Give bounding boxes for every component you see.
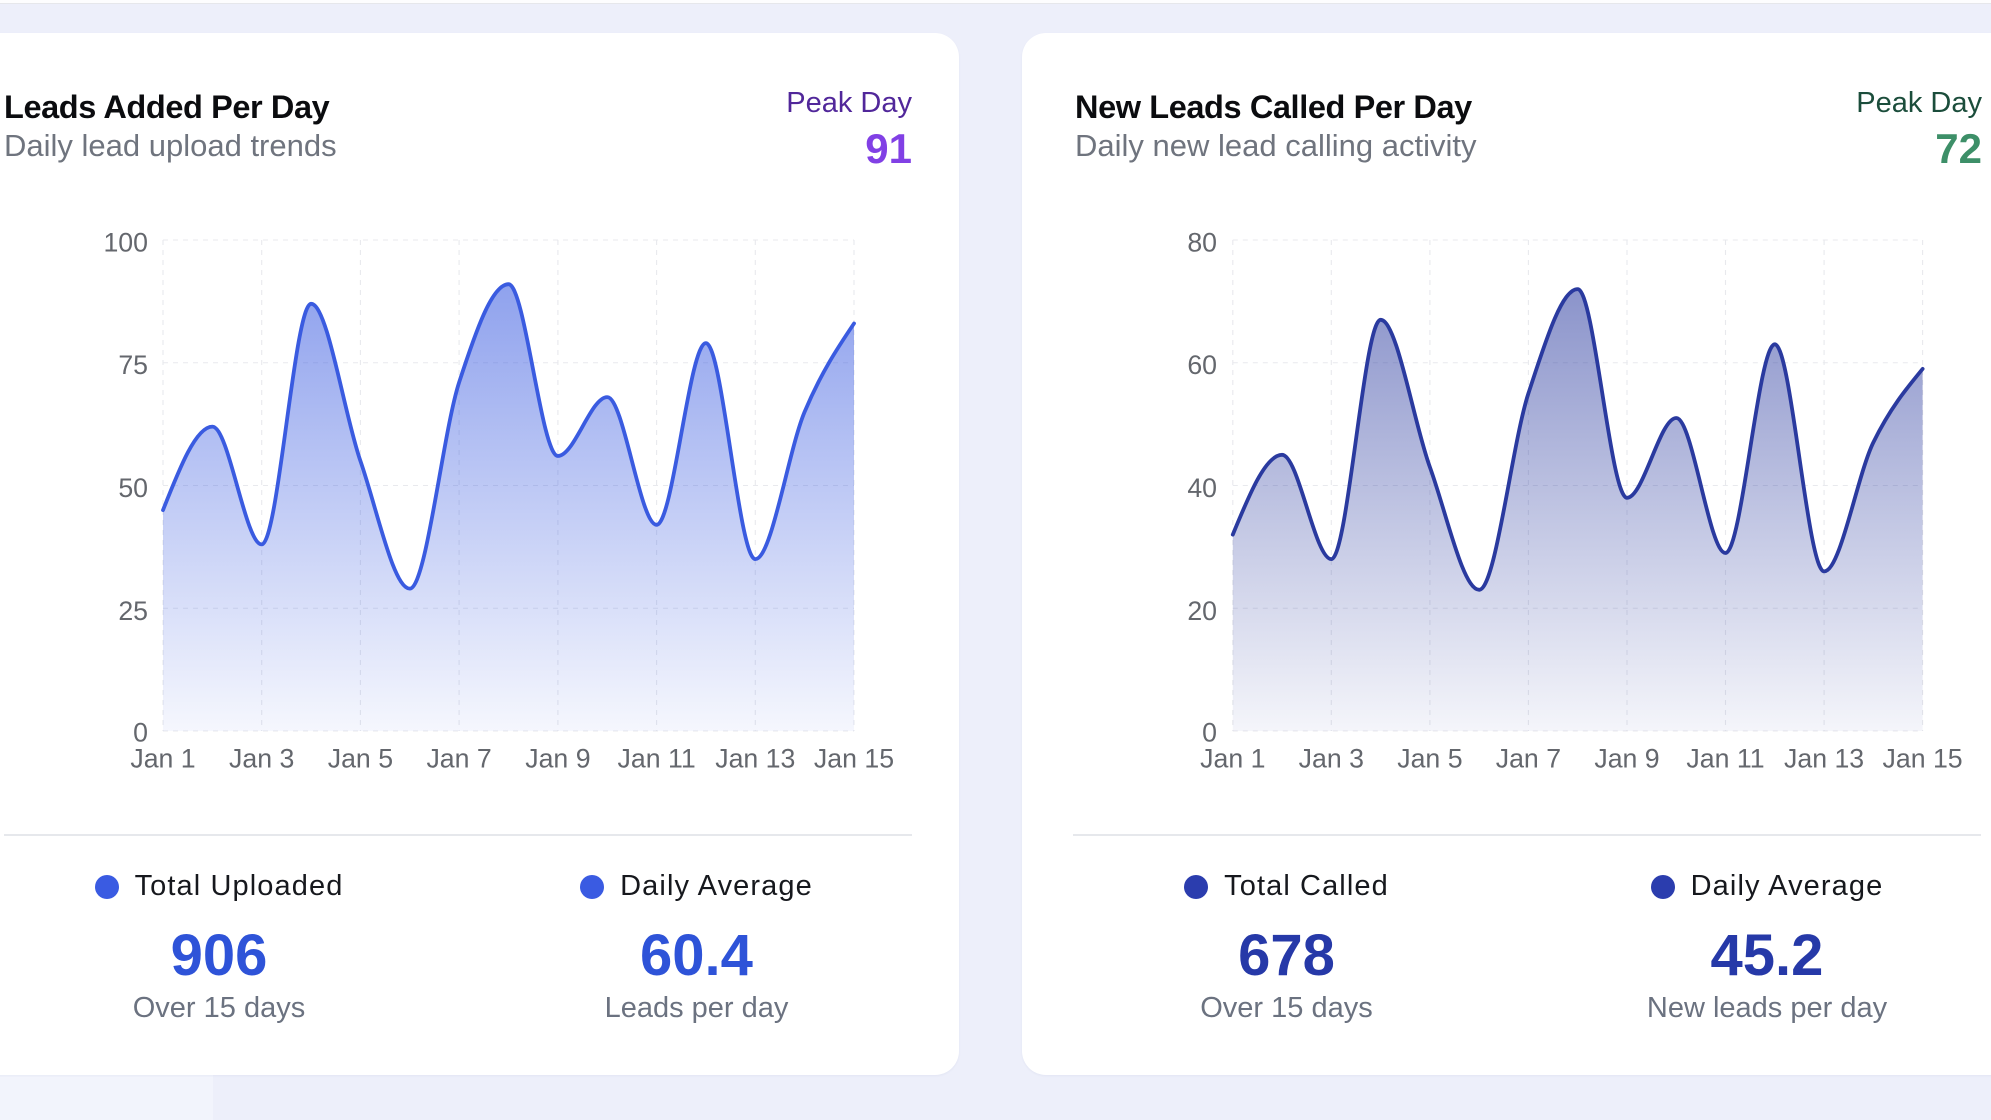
svg-text:50: 50	[118, 473, 148, 503]
svg-text:Jan 9: Jan 9	[1594, 743, 1659, 773]
svg-text:0: 0	[133, 718, 148, 748]
svg-text:Jan 1: Jan 1	[130, 743, 195, 773]
svg-text:Jan 13: Jan 13	[715, 743, 795, 773]
svg-text:Jan 7: Jan 7	[426, 743, 491, 773]
svg-text:Jan 15: Jan 15	[1883, 743, 1963, 773]
svg-text:80: 80	[1187, 227, 1217, 257]
svg-text:Jan 3: Jan 3	[1299, 743, 1364, 773]
svg-text:Jan 5: Jan 5	[328, 743, 393, 773]
svg-text:Jan 5: Jan 5	[1397, 743, 1462, 773]
svg-text:0: 0	[1202, 718, 1217, 748]
svg-text:60: 60	[1187, 350, 1217, 380]
svg-text:Jan 9: Jan 9	[525, 743, 590, 773]
svg-text:40: 40	[1187, 473, 1217, 503]
svg-text:20: 20	[1187, 596, 1217, 626]
svg-text:100: 100	[103, 227, 148, 257]
svg-text:Jan 3: Jan 3	[229, 743, 294, 773]
svg-text:75: 75	[118, 350, 148, 380]
svg-text:25: 25	[118, 596, 148, 626]
svg-text:Jan 15: Jan 15	[814, 743, 894, 773]
svg-text:Jan 13: Jan 13	[1784, 743, 1864, 773]
svg-text:Jan 11: Jan 11	[618, 743, 696, 773]
svg-text:Jan 11: Jan 11	[1686, 743, 1764, 773]
svg-text:Jan 7: Jan 7	[1496, 743, 1561, 773]
svg-text:Jan 1: Jan 1	[1200, 743, 1265, 773]
